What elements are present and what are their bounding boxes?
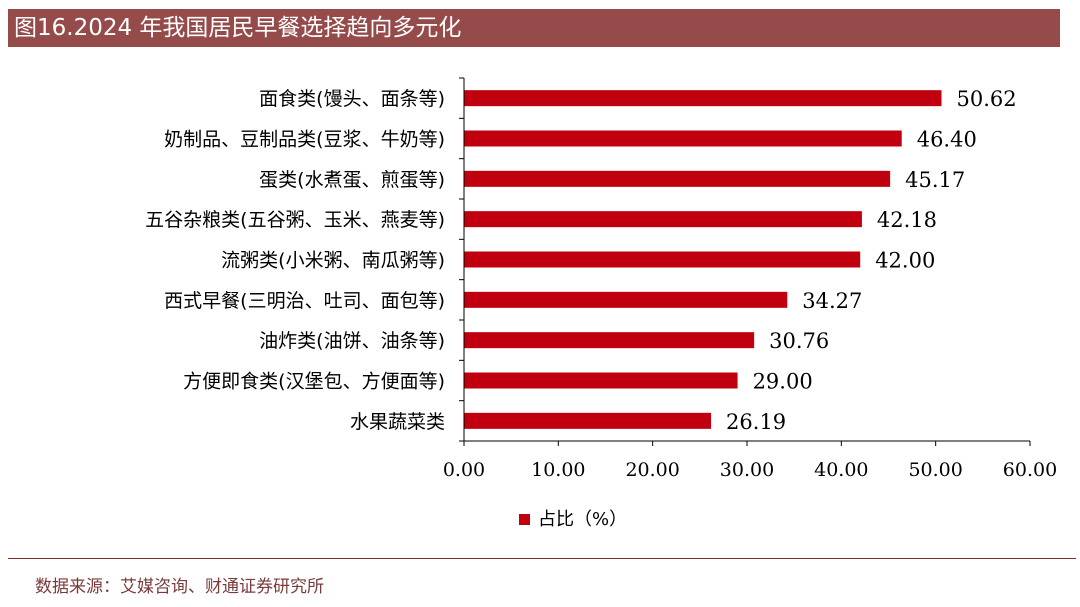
category-label: 奶制品、豆制品类(豆浆、牛奶等): [164, 129, 445, 151]
source-divider: [8, 558, 1076, 559]
value-label: 26.19: [726, 410, 786, 434]
x-tick-label: 30.00: [720, 459, 774, 481]
x-tick-label: 10.00: [531, 459, 585, 481]
bar-0: [464, 90, 942, 107]
value-label: 29.00: [753, 370, 813, 394]
x-tick-label: 0.00: [443, 459, 485, 481]
axes: 0.00 10.00 20.00 30.00 40.00 50.00 60.00: [443, 77, 1057, 481]
legend: 占比（%）: [519, 509, 627, 530]
x-tick-label: 20.00: [625, 459, 679, 481]
value-label: 46.40: [917, 128, 977, 152]
category-labels: 面食类(馒头、面条等) 奶制品、豆制品类(豆浆、牛奶等) 蛋类(水煮蛋、煎蛋等) 五谷…: [145, 88, 445, 433]
value-label: 42.18: [877, 208, 937, 232]
bar-6: [464, 332, 755, 349]
x-tick-label: 40.00: [814, 459, 868, 481]
bar-chart: 面食类(馒头、面条等) 奶制品、豆制品类(豆浆、牛奶等) 蛋类(水煮蛋、煎蛋等) 五谷…: [145, 77, 1057, 530]
value-label: 34.27: [802, 289, 862, 313]
x-tick-label: 60.00: [1003, 459, 1057, 481]
category-label: 水果蔬菜类: [350, 411, 445, 433]
category-label: 五谷杂粮类(五谷粥、玉米、燕麦等): [145, 209, 445, 231]
legend-label: 占比（%）: [538, 509, 627, 530]
category-label: 方便即食类(汉堡包、方便面等): [183, 371, 445, 393]
bar-4: [464, 251, 861, 268]
value-label: 45.17: [905, 168, 965, 192]
category-label: 油炸类(油饼、油条等): [259, 330, 445, 352]
legend-swatch: [519, 514, 530, 525]
x-tick-label: 50.00: [908, 459, 962, 481]
value-labels: 50.62 46.40 45.17 42.18 42.00 34.27 30.76 29.00…: [726, 87, 1017, 434]
value-label: 42.00: [875, 249, 935, 273]
source-note: 数据来源：艾媒咨询、财通证券研究所: [35, 577, 324, 597]
bars: [464, 90, 942, 429]
bar-5: [464, 291, 788, 308]
value-label: 50.62: [957, 87, 1017, 111]
category-label: 面食类(馒头、面条等): [259, 88, 445, 110]
chart-title: 图16.2024 年我国居民早餐选择趋向多元化: [8, 9, 1060, 47]
bar-7: [464, 372, 738, 389]
value-label: 30.76: [769, 329, 829, 353]
bar-8: [464, 412, 712, 429]
category-label: 蛋类(水煮蛋、煎蛋等): [259, 169, 445, 191]
bar-1: [464, 130, 902, 147]
bar-3: [464, 211, 862, 228]
category-label: 流粥类(小米粥、南瓜粥等): [221, 250, 445, 272]
category-label: 西式早餐(三明治、吐司、面包等): [164, 290, 445, 312]
bar-2: [464, 170, 891, 187]
